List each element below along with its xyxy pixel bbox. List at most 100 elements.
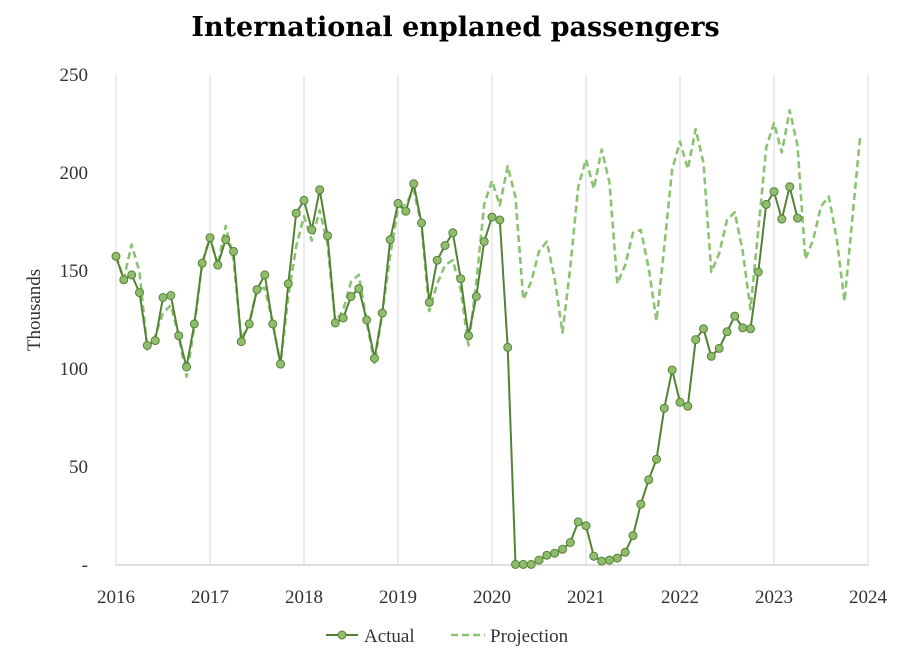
actual-data-point	[605, 555, 614, 565]
actual-data-point	[158, 293, 168, 302]
actual-data-point	[401, 206, 411, 216]
actual-data-point	[542, 550, 552, 560]
actual-data-point	[283, 279, 293, 289]
actual-data-point	[268, 319, 278, 329]
actual-data-point	[565, 538, 575, 547]
actual-data-point	[558, 544, 567, 554]
actual-data-point	[315, 185, 325, 195]
actual-data-point	[346, 292, 356, 301]
y-tick-label: 100	[60, 359, 89, 380]
chart-title: International enplaned passengers	[191, 12, 720, 43]
y-tick-label: -	[82, 555, 88, 576]
x-tick-label: 2021	[567, 587, 605, 608]
actual-data-point	[135, 288, 144, 298]
x-tick-labels: 2016 2017 2018 2019 2020 2021 2022 2023 2024	[97, 587, 888, 608]
actual-data-point	[448, 228, 458, 238]
actual-data-point	[111, 251, 121, 261]
actual-data-point	[722, 327, 732, 337]
actual-data-point	[793, 213, 802, 223]
actual-data-point	[119, 275, 129, 285]
actual-data-point	[511, 559, 520, 569]
x-tick-label: 2024	[849, 587, 888, 608]
actual-data-point	[440, 241, 450, 250]
actual-data-point	[706, 351, 716, 361]
actual-data-point	[338, 313, 348, 323]
actual-data-point	[229, 246, 238, 256]
actual-data-point	[738, 323, 748, 333]
actual-data-point	[393, 198, 403, 208]
actual-data-point	[385, 235, 395, 245]
actual-data-point	[620, 547, 630, 557]
actual-data-point	[589, 551, 599, 561]
x-tick-label: 2018	[285, 587, 323, 608]
actual-data-point	[675, 397, 685, 407]
actual-data-point	[424, 297, 434, 307]
actual-data-point	[166, 291, 176, 300]
x-tick-label: 2017	[191, 587, 229, 608]
legend-projection-label: Projection	[490, 626, 569, 647]
actual-data-point	[362, 315, 372, 325]
actual-data-point	[299, 195, 309, 205]
actual-data-point	[323, 231, 332, 241]
actual-data-point	[432, 255, 442, 265]
actual-data-point	[753, 267, 763, 277]
actual-data-point	[581, 521, 591, 531]
actual-data-point	[644, 475, 654, 485]
actual-data-point	[354, 284, 364, 294]
actual-data-point	[699, 324, 708, 334]
actual-data-point	[714, 343, 724, 353]
actual-data-point	[409, 179, 419, 189]
actual-data-point	[785, 182, 795, 192]
x-tick-label: 2016	[97, 587, 135, 608]
actual-data-point	[291, 208, 301, 218]
x-tick-label: 2020	[473, 587, 511, 608]
actual-data-point	[370, 353, 379, 363]
actual-data-point	[150, 336, 160, 346]
legend-actual-marker	[337, 630, 347, 640]
actual-data-point	[213, 260, 223, 270]
actual-data-point	[667, 365, 677, 375]
actual-data-point	[652, 454, 661, 464]
actual-data-point	[636, 499, 646, 509]
x-tick-label: 2023	[755, 587, 793, 608]
actual-data-point	[464, 331, 473, 341]
actual-data-point	[471, 292, 481, 301]
actual-data-point	[377, 308, 387, 318]
actual-data-point	[244, 319, 254, 329]
actual-data-point	[456, 274, 466, 284]
y-tick-label: 250	[60, 65, 89, 86]
actual-data-point	[612, 553, 622, 563]
actual-data-point	[205, 233, 215, 243]
actual-data-point	[495, 215, 505, 225]
actual-data-point	[730, 311, 740, 321]
actual-data-point	[628, 531, 638, 541]
legend[interactable]: Actual Projection	[326, 626, 569, 647]
actual-data-point	[417, 218, 426, 228]
actual-data-point	[691, 335, 701, 345]
actual-data-point	[142, 341, 152, 350]
legend-actual-label: Actual	[364, 626, 415, 647]
actual-data-point	[659, 403, 669, 413]
actual-data-point	[503, 342, 513, 352]
actual-data-point	[236, 337, 246, 347]
actual-data-point	[777, 214, 787, 224]
actual-data-point	[550, 548, 560, 558]
actual-data-point	[518, 559, 528, 569]
actual-data-point	[573, 517, 583, 527]
series-layer	[111, 109, 862, 569]
actual-data-point	[127, 270, 137, 280]
x-tick-label: 2019	[379, 587, 417, 608]
actual-data-point	[182, 362, 191, 372]
actual-data-point	[276, 359, 285, 369]
actual-data-point	[330, 318, 340, 328]
actual-data-point	[746, 324, 755, 334]
actual-data-point	[252, 285, 262, 295]
actual-data-point	[307, 225, 317, 235]
actual-data-point	[526, 559, 536, 569]
actual-data-point	[174, 331, 184, 341]
actual-data-point	[487, 212, 497, 222]
actual-data-point	[189, 319, 199, 329]
actual-data-point	[683, 401, 693, 411]
